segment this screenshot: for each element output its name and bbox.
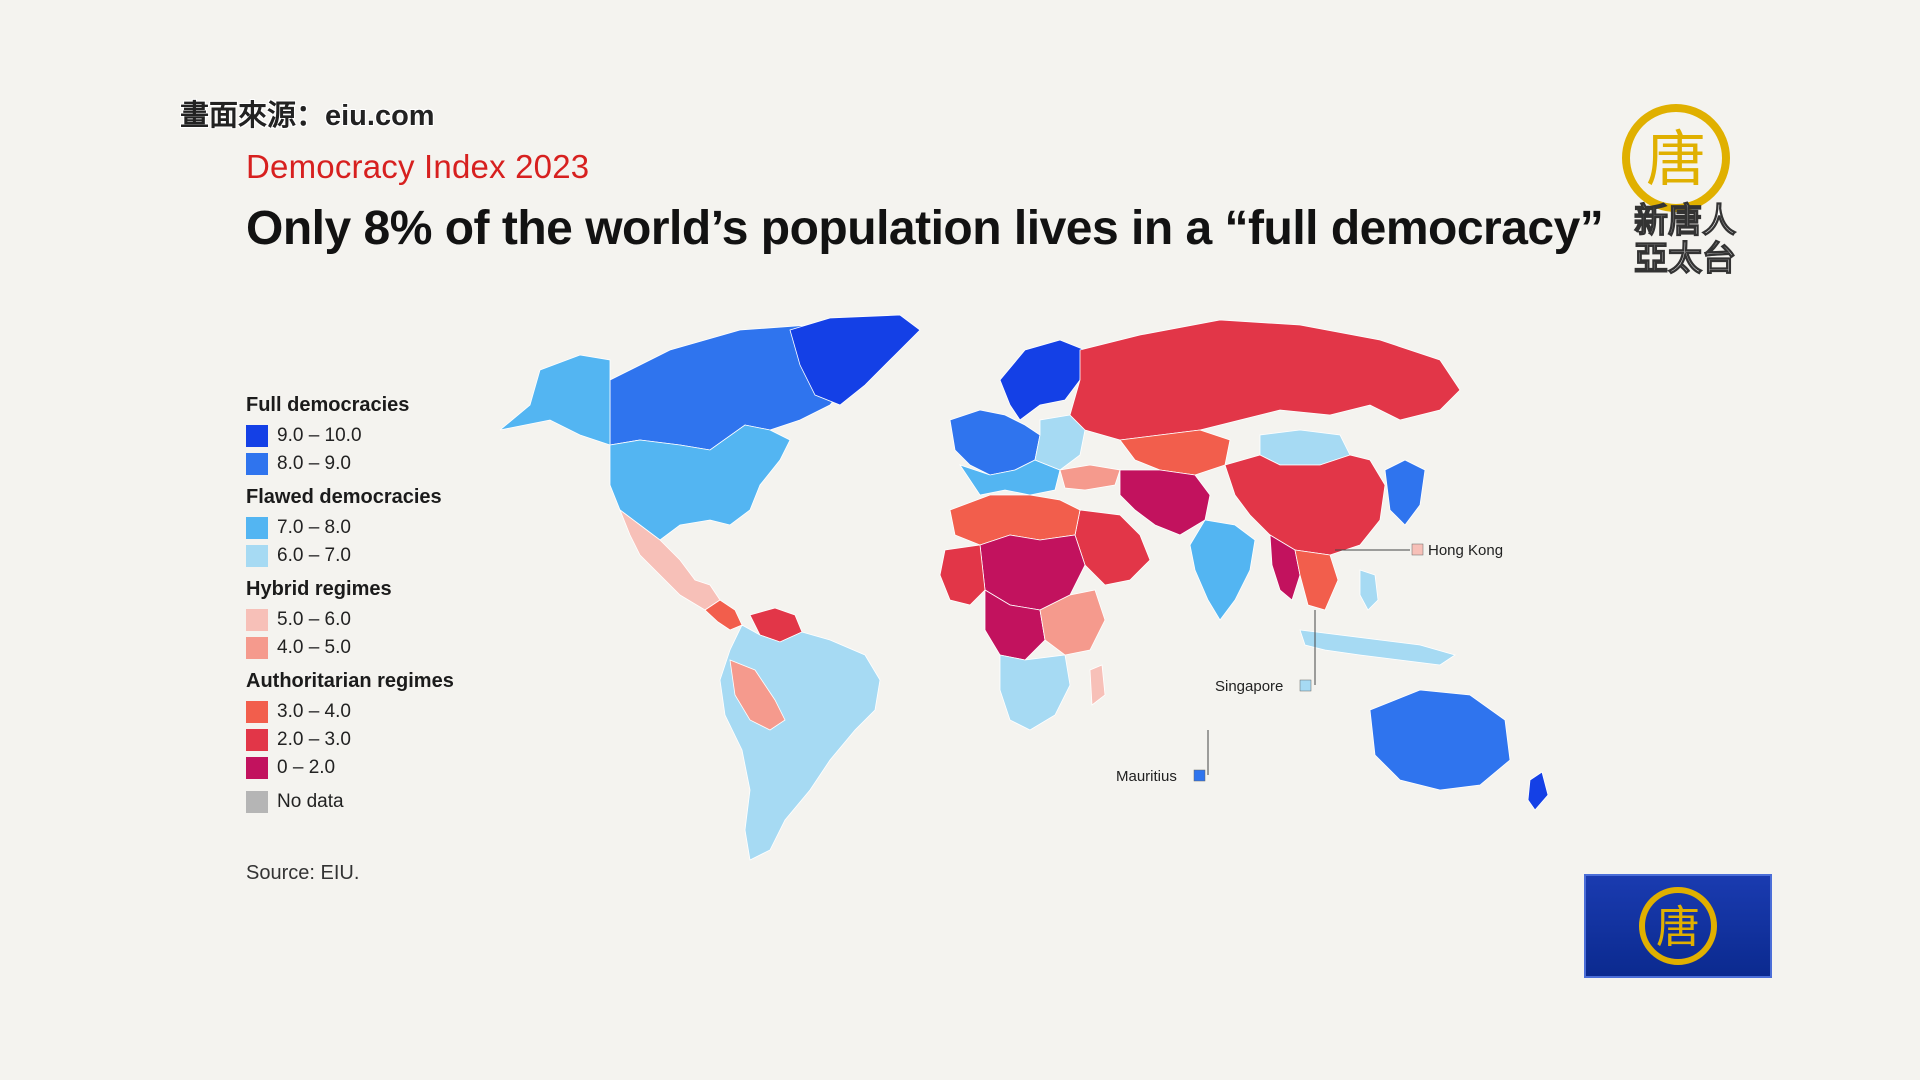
legend-title-hybrid: Hybrid regimes bbox=[246, 578, 392, 600]
region-korea-japan bbox=[1384, 459, 1426, 526]
legend-swatch-8-9 bbox=[246, 453, 268, 475]
legend-swatch-7-8 bbox=[246, 517, 268, 539]
region-new-zealand bbox=[1527, 771, 1549, 811]
legend-swatch-9-10 bbox=[246, 425, 268, 447]
region-east-africa bbox=[1039, 589, 1106, 656]
callout-swatch-mauritius bbox=[1193, 769, 1206, 782]
region-eastern-europe bbox=[1034, 414, 1086, 471]
legend-swatch-0-2 bbox=[246, 757, 268, 779]
region-china bbox=[1224, 454, 1386, 556]
ntd-logo-icon: 唐 新唐人 亞太台 bbox=[1622, 104, 1737, 280]
ntd-logo-text-2: 亞太台 bbox=[1634, 239, 1736, 279]
legend-label: 3.0 – 4.0 bbox=[277, 701, 351, 722]
legend-label: No data bbox=[277, 791, 344, 812]
region-south-america bbox=[719, 624, 881, 861]
callout-mauritius: Mauritius bbox=[1116, 768, 1177, 785]
legend-item-8-9: 8.0 – 9.0 bbox=[246, 450, 486, 478]
chart-kicker: Democracy Index 2023 bbox=[246, 148, 590, 185]
legend-label: 0 – 2.0 bbox=[277, 757, 336, 778]
legend-label: 8.0 – 9.0 bbox=[277, 453, 351, 474]
legend-item-7-8: 7.0 – 8.0 bbox=[246, 514, 486, 542]
legend-item-2-3: 2.0 – 3.0 bbox=[246, 726, 486, 754]
legend-item-0-2: 0 – 2.0 bbox=[246, 754, 486, 782]
legend-label: 9.0 – 10.0 bbox=[277, 425, 362, 446]
legend-item-5-6: 5.0 – 6.0 bbox=[246, 606, 486, 634]
region-indochina bbox=[1294, 549, 1339, 611]
footer-source: Source: EIU. bbox=[246, 862, 360, 884]
world-map: Hong Kong Singapore Mauritius bbox=[480, 310, 1700, 890]
legend-group-flawed: Flawed democracies 7.0 – 8.0 6.0 – 7.0 bbox=[246, 484, 486, 570]
legend-swatch-nodata bbox=[246, 791, 268, 813]
legend-label: 7.0 – 8.0 bbox=[277, 517, 351, 538]
region-russia bbox=[1069, 319, 1461, 441]
legend-title-flawed: Flawed democracies bbox=[246, 486, 442, 508]
ntd-logo-bottom-icon: 唐 bbox=[1639, 887, 1717, 965]
region-turkey bbox=[1059, 464, 1121, 491]
region-central-africa bbox=[984, 589, 1046, 661]
legend-item-6-7: 6.0 – 7.0 bbox=[246, 542, 486, 570]
legend-swatch-5-6 bbox=[246, 609, 268, 631]
legend-item-9-10: 9.0 – 10.0 bbox=[246, 422, 486, 450]
legend-swatch-3-4 bbox=[246, 701, 268, 723]
source-credit: 畫面來源：eiu.com bbox=[180, 100, 435, 132]
legend-group-full: Full democracies 9.0 – 10.0 8.0 – 9.0 bbox=[246, 392, 486, 478]
region-southern-africa bbox=[999, 654, 1071, 731]
callout-singapore: Singapore bbox=[1215, 678, 1283, 695]
ntd-logo-glyph: 唐 bbox=[1646, 125, 1706, 195]
legend: Full democracies 9.0 – 10.0 8.0 – 9.0 Fl… bbox=[246, 392, 486, 816]
legend-group-hybrid: Hybrid regimes 5.0 – 6.0 4.0 – 5.0 bbox=[246, 576, 486, 662]
callout-hong-kong: Hong Kong bbox=[1428, 542, 1503, 559]
ntd-logo-text-1: 新唐人 bbox=[1634, 201, 1736, 241]
region-india bbox=[1189, 519, 1256, 621]
world-map-svg: Hong Kong Singapore Mauritius bbox=[499, 314, 1549, 861]
callout-swatch-hong-kong bbox=[1411, 543, 1424, 556]
region-alaska bbox=[499, 354, 611, 446]
ntd-logo-bottom-glyph: 唐 bbox=[1656, 902, 1700, 953]
legend-group-auth: Authoritarian regimes 3.0 – 4.0 2.0 – 3.… bbox=[246, 668, 486, 782]
legend-swatch-6-7 bbox=[246, 545, 268, 567]
legend-label: 2.0 – 3.0 bbox=[277, 729, 351, 750]
region-greenland bbox=[789, 314, 921, 406]
legend-title-auth: Authoritarian regimes bbox=[246, 670, 454, 692]
legend-item-4-5: 4.0 – 5.0 bbox=[246, 634, 486, 662]
region-southern-europe bbox=[959, 459, 1061, 496]
legend-item-nodata: No data bbox=[246, 788, 486, 816]
region-peru-bolivia bbox=[729, 659, 786, 731]
ntd-logo-bottom: 唐 bbox=[1584, 874, 1772, 978]
region-australia bbox=[1369, 689, 1511, 791]
region-scandinavia bbox=[999, 339, 1086, 421]
legend-item-3-4: 3.0 – 4.0 bbox=[246, 698, 486, 726]
legend-swatch-4-5 bbox=[246, 637, 268, 659]
chart-headline: Only 8% of the world’s population lives … bbox=[246, 202, 1604, 255]
legend-label: 4.0 – 5.0 bbox=[277, 637, 351, 658]
region-philippines bbox=[1359, 569, 1379, 611]
region-arabia bbox=[1074, 509, 1151, 586]
legend-label: 5.0 – 6.0 bbox=[277, 609, 351, 630]
ntd-logo-top: 唐 新唐人 亞太台 bbox=[1610, 100, 1760, 290]
callout-swatch-singapore bbox=[1299, 679, 1312, 692]
region-west-africa bbox=[939, 544, 986, 606]
region-indonesia bbox=[1299, 629, 1456, 666]
legend-title-full: Full democracies bbox=[246, 394, 410, 416]
legend-label: 6.0 – 7.0 bbox=[277, 545, 351, 566]
legend-swatch-2-3 bbox=[246, 729, 268, 751]
region-madagascar bbox=[1089, 664, 1106, 706]
region-middle-east bbox=[1119, 469, 1211, 536]
